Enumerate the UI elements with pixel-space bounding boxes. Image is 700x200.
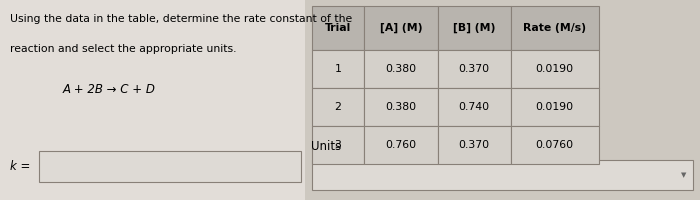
FancyBboxPatch shape — [438, 126, 511, 164]
FancyBboxPatch shape — [438, 50, 511, 88]
Text: [A] (M): [A] (M) — [379, 23, 422, 33]
Text: Units: Units — [312, 140, 342, 152]
Text: [B] (M): [B] (M) — [453, 23, 496, 33]
FancyBboxPatch shape — [364, 6, 438, 50]
FancyBboxPatch shape — [312, 126, 364, 164]
FancyBboxPatch shape — [511, 88, 598, 126]
Text: 2: 2 — [335, 102, 341, 112]
Text: 0.380: 0.380 — [385, 64, 416, 74]
Text: 0.380: 0.380 — [385, 102, 416, 112]
Text: 3: 3 — [335, 140, 341, 150]
FancyBboxPatch shape — [304, 0, 700, 200]
Text: Using the data in the table, determine the rate constant of the: Using the data in the table, determine t… — [10, 14, 353, 24]
FancyBboxPatch shape — [511, 126, 598, 164]
Text: 0.0190: 0.0190 — [536, 64, 574, 74]
FancyBboxPatch shape — [438, 88, 511, 126]
Text: 0.760: 0.760 — [385, 140, 416, 150]
FancyBboxPatch shape — [511, 6, 598, 50]
Text: Trial: Trial — [325, 23, 351, 33]
Text: A + 2B → C + D: A + 2B → C + D — [63, 83, 156, 96]
FancyBboxPatch shape — [364, 50, 438, 88]
FancyBboxPatch shape — [312, 6, 364, 50]
FancyBboxPatch shape — [511, 50, 598, 88]
Text: ▼: ▼ — [680, 172, 686, 178]
Text: 0.0190: 0.0190 — [536, 102, 574, 112]
Text: 1: 1 — [335, 64, 341, 74]
Text: 0.370: 0.370 — [458, 64, 490, 74]
Text: 0.740: 0.740 — [458, 102, 490, 112]
Text: 0.0760: 0.0760 — [536, 140, 574, 150]
FancyBboxPatch shape — [312, 88, 364, 126]
Text: k =: k = — [10, 160, 31, 173]
FancyBboxPatch shape — [364, 88, 438, 126]
Text: 0.370: 0.370 — [458, 140, 490, 150]
FancyBboxPatch shape — [312, 160, 693, 190]
Text: reaction and select the appropriate units.: reaction and select the appropriate unit… — [10, 44, 237, 54]
Text: Rate (M/s): Rate (M/s) — [524, 23, 587, 33]
FancyBboxPatch shape — [38, 151, 301, 182]
FancyBboxPatch shape — [312, 50, 364, 88]
FancyBboxPatch shape — [438, 6, 511, 50]
FancyBboxPatch shape — [364, 126, 438, 164]
